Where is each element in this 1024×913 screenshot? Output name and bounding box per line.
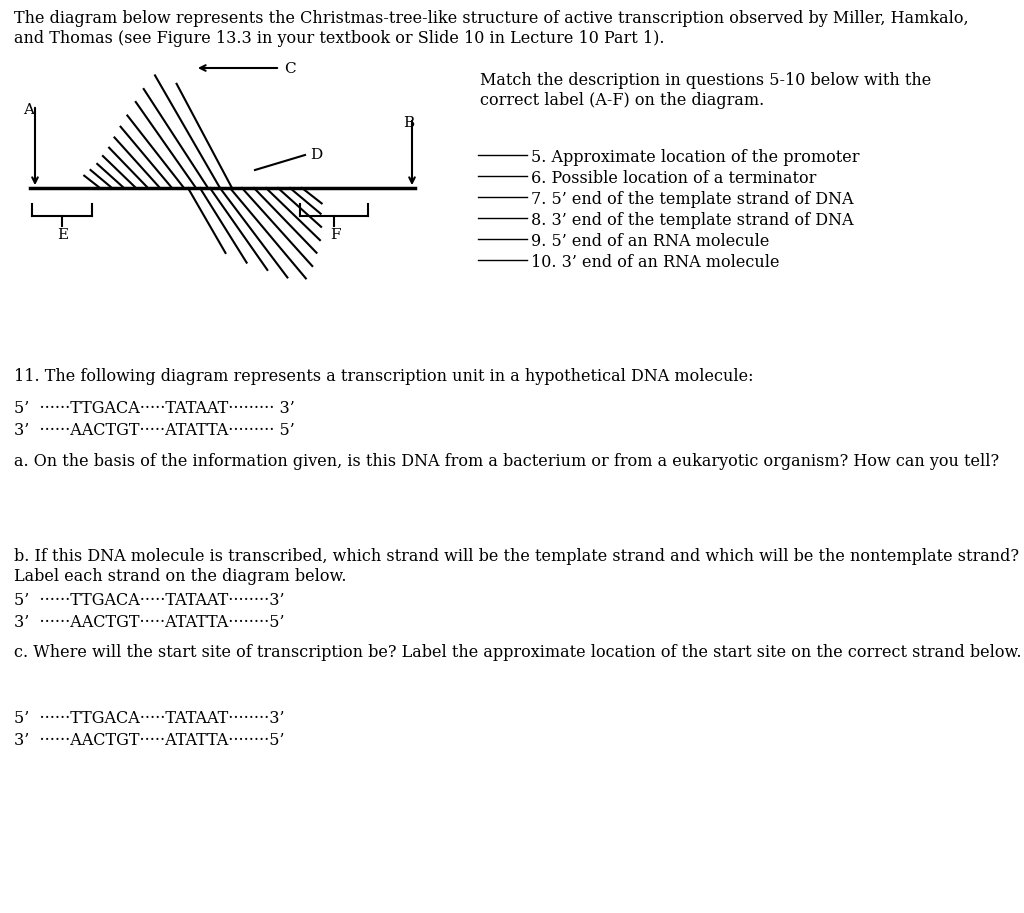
- Text: c. Where will the start site of transcription be? Label the approximate location: c. Where will the start site of transcri…: [14, 644, 1022, 661]
- Text: The diagram below represents the Christmas-tree-like structure of active transcr: The diagram below represents the Christm…: [14, 10, 969, 47]
- Text: F: F: [330, 228, 341, 242]
- Text: a. On the basis of the information given, is this DNA from a bacterium or from a: a. On the basis of the information given…: [14, 453, 999, 470]
- Text: 5’  ······TTGACA·····TATAAT········3’: 5’ ······TTGACA·····TATAAT········3’: [14, 592, 285, 609]
- Text: 5’  ······TTGACA·····TATAAT········· 3’: 5’ ······TTGACA·····TATAAT········· 3’: [14, 400, 295, 417]
- Text: 9. 5’ end of an RNA molecule: 9. 5’ end of an RNA molecule: [531, 233, 769, 250]
- Text: C: C: [284, 62, 296, 76]
- Text: 5. Approximate location of the promoter: 5. Approximate location of the promoter: [531, 149, 859, 166]
- Text: E: E: [57, 228, 69, 242]
- Text: Match the description in questions 5-10 below with the
correct label (A-F) on th: Match the description in questions 5-10 …: [480, 72, 931, 109]
- Text: 3’  ······AACTGT·····ATATTA········5’: 3’ ······AACTGT·····ATATTA········5’: [14, 614, 285, 631]
- Text: 8. 3’ end of the template strand of DNA: 8. 3’ end of the template strand of DNA: [531, 212, 853, 229]
- Text: b. If this DNA molecule is transcribed, which strand will be the template strand: b. If this DNA molecule is transcribed, …: [14, 548, 1019, 584]
- Text: A: A: [23, 103, 34, 117]
- Text: B: B: [403, 116, 414, 130]
- Text: 11. The following diagram represents a transcription unit in a hypothetical DNA : 11. The following diagram represents a t…: [14, 368, 754, 385]
- Text: D: D: [310, 148, 323, 162]
- Text: 7. 5’ end of the template strand of DNA: 7. 5’ end of the template strand of DNA: [531, 191, 853, 208]
- Text: 3’  ······AACTGT·····ATATTA········5’: 3’ ······AACTGT·····ATATTA········5’: [14, 732, 285, 749]
- Text: 6. Possible location of a terminator: 6. Possible location of a terminator: [531, 170, 816, 187]
- Text: 10. 3’ end of an RNA molecule: 10. 3’ end of an RNA molecule: [531, 254, 779, 271]
- Text: 5’  ······TTGACA·····TATAAT········3’: 5’ ······TTGACA·····TATAAT········3’: [14, 710, 285, 727]
- Text: 3’  ······AACTGT·····ATATTA········· 5’: 3’ ······AACTGT·····ATATTA········· 5’: [14, 422, 295, 439]
